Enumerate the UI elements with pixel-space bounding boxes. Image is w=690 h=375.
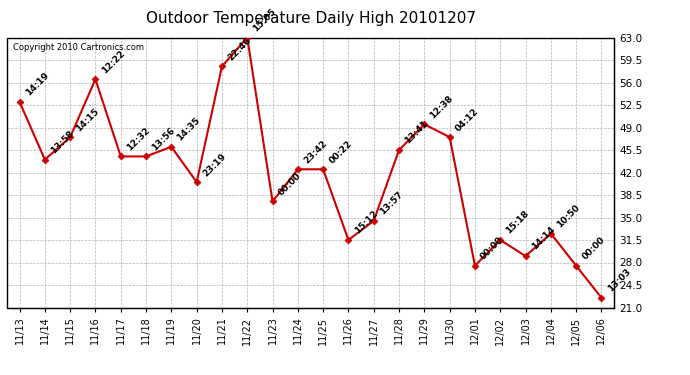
Text: 12:38: 12:38 [428, 93, 455, 120]
Text: 13:41: 13:41 [403, 119, 430, 146]
Text: 12:22: 12:22 [99, 48, 126, 75]
Text: 13:56: 13:56 [150, 126, 177, 152]
Text: 13:58: 13:58 [49, 129, 76, 156]
Text: 00:00: 00:00 [580, 235, 607, 261]
Text: Outdoor Temperature Daily High 20101207: Outdoor Temperature Daily High 20101207 [146, 11, 475, 26]
Text: 14:15: 14:15 [75, 106, 101, 133]
Text: 13:03: 13:03 [606, 267, 632, 294]
Text: 23:42: 23:42 [302, 138, 328, 165]
Text: 15:05: 15:05 [251, 7, 278, 33]
Text: 14:19: 14:19 [23, 71, 50, 98]
Text: 13:57: 13:57 [378, 190, 404, 216]
Text: 00:00: 00:00 [277, 171, 303, 197]
Text: Copyright 2010 Cartronics.com: Copyright 2010 Cartronics.com [13, 43, 144, 52]
Text: 12:32: 12:32 [125, 126, 152, 152]
Text: 14:14: 14:14 [530, 225, 557, 252]
Text: 15:12: 15:12 [353, 209, 380, 236]
Text: 14:35: 14:35 [175, 116, 202, 142]
Text: 10:50: 10:50 [555, 203, 582, 229]
Text: 00:22: 00:22 [327, 139, 354, 165]
Text: 00:00: 00:00 [479, 235, 505, 261]
Text: 04:12: 04:12 [454, 106, 480, 133]
Text: 22:46: 22:46 [226, 36, 253, 62]
Text: 23:19: 23:19 [201, 151, 228, 178]
Text: 15:18: 15:18 [504, 209, 531, 236]
